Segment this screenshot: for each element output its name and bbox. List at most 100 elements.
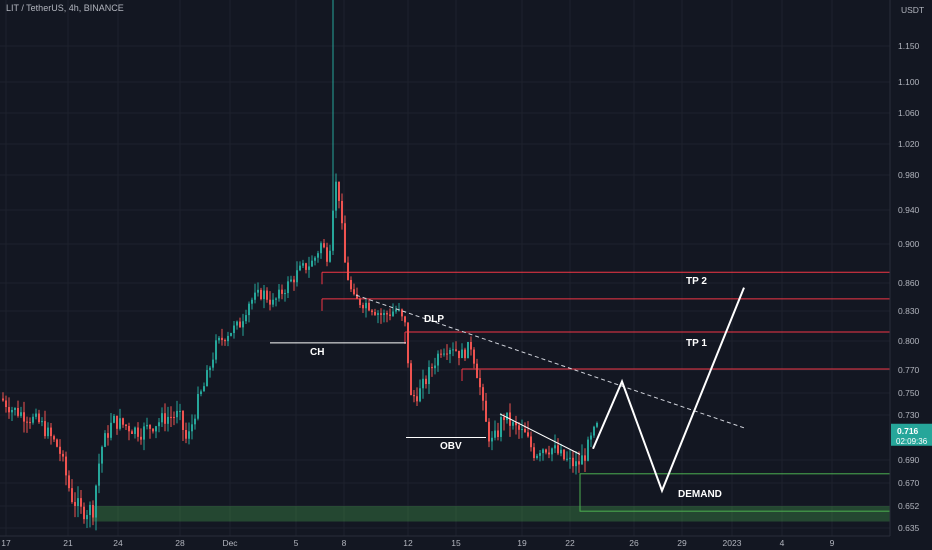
candle-body (131, 431, 133, 434)
time-tick: 12 (403, 538, 413, 548)
candle-body (257, 289, 259, 293)
candle-body (422, 378, 424, 389)
candle-body (359, 298, 361, 305)
candle-body (515, 422, 517, 426)
candle-body (164, 413, 166, 424)
candle-body (155, 426, 157, 432)
candle-body (587, 439, 589, 461)
candle-body (434, 365, 436, 369)
candle-body (443, 353, 445, 355)
candle-body (71, 488, 73, 503)
time-tick: 4 (780, 538, 785, 548)
candle-body (380, 313, 382, 315)
candle-body (449, 349, 451, 354)
candle-body (140, 436, 142, 440)
candle-body (392, 311, 394, 316)
candle-body (341, 200, 343, 224)
candle-body (386, 313, 388, 315)
candle-body (530, 436, 532, 448)
candle-body (326, 247, 328, 262)
candle-body (512, 422, 514, 426)
candle-body (116, 415, 118, 429)
candle-body (185, 430, 187, 439)
candle-body (56, 439, 58, 447)
candle-body (68, 475, 70, 489)
candle-body (458, 350, 460, 359)
candle-body (191, 424, 193, 432)
candle-body (539, 453, 541, 456)
candle-body (404, 316, 406, 323)
candle-body (293, 279, 295, 283)
candle-body (170, 416, 172, 418)
candle-body (284, 293, 286, 295)
price-axis-unit: USDT (901, 5, 924, 15)
candle-body (488, 421, 490, 442)
candle-body (290, 279, 292, 282)
candle-body (596, 423, 598, 427)
candle-body (305, 263, 307, 270)
candle-body (20, 412, 22, 416)
candle-body (536, 455, 538, 458)
candle-body (110, 422, 112, 438)
candle-body (551, 448, 553, 455)
current-price: 0.716 (897, 426, 919, 436)
candle-body (548, 452, 550, 455)
candle-body (575, 461, 577, 467)
candle-body (494, 430, 496, 438)
candle-body (203, 386, 205, 392)
time-tick: 9 (830, 538, 835, 548)
candle-body (467, 341, 469, 359)
candle-body (89, 504, 91, 516)
price-tick: 0.980 (898, 170, 920, 180)
candle-body (356, 294, 358, 299)
candle-body (431, 367, 433, 369)
price-axis-bg (890, 0, 932, 536)
annotation-demand: DEMAND (678, 489, 722, 500)
candle-body (461, 349, 463, 359)
candle-body (47, 427, 49, 437)
candle-body (566, 458, 568, 460)
price-tick: 1.150 (898, 41, 920, 51)
candle-body (428, 367, 430, 385)
candle-body (194, 418, 196, 425)
price-tick: 0.830 (898, 306, 920, 316)
candle-body (371, 310, 373, 313)
demand-zone-base (92, 506, 890, 522)
candle-body (5, 400, 7, 408)
price-tick: 0.635 (898, 523, 920, 533)
candle-body (476, 363, 478, 378)
candle-body (377, 313, 379, 315)
time-tick: 29 (677, 538, 687, 548)
candle-body (503, 417, 505, 421)
candle-body (83, 506, 85, 520)
candle-body (221, 337, 223, 341)
price-tick: 0.860 (898, 278, 920, 288)
candle-body (263, 290, 265, 300)
candle-body (137, 427, 139, 437)
candle-body (464, 349, 466, 359)
candle-body (239, 321, 241, 328)
dlp-trendline (355, 294, 747, 429)
candle-body (389, 314, 391, 316)
candle-body (329, 250, 331, 262)
candle-body (65, 456, 67, 476)
candle-body (419, 388, 421, 402)
candle-body (350, 279, 352, 290)
chart-title: LIT / TetherUS, 4h, BINANCE (6, 3, 124, 13)
candle-body (485, 400, 487, 422)
candle-body (527, 432, 529, 437)
candle-body (542, 449, 544, 454)
candle-body (254, 292, 256, 300)
candle-body (26, 421, 28, 423)
candle-body (545, 449, 547, 453)
candle-body (260, 289, 262, 300)
candle-body (353, 289, 355, 295)
candle-body (497, 430, 499, 437)
annotation-obv: OBV (440, 441, 462, 452)
candle-body (41, 421, 43, 423)
candle-body (593, 426, 595, 436)
price-tick: 0.670 (898, 478, 920, 488)
time-tick: 19 (517, 538, 527, 548)
candle-body (266, 290, 268, 300)
